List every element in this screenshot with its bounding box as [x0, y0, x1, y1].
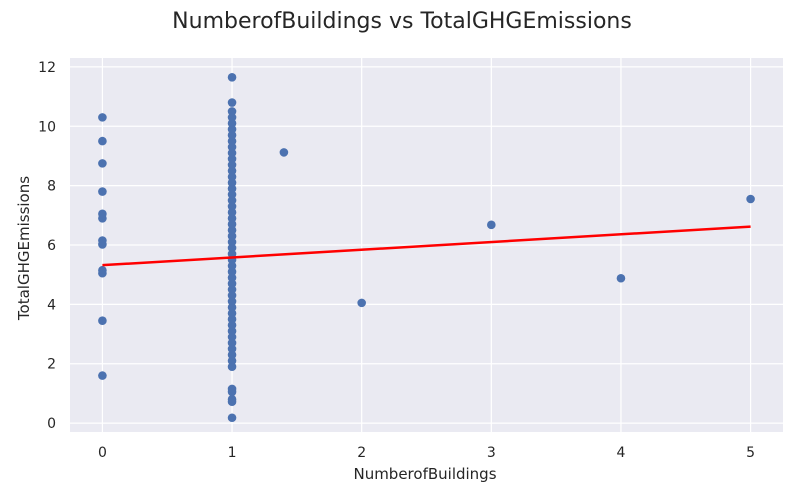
y-tick-label: 12 [38, 60, 56, 76]
data-point [227, 303, 237, 312]
data-point [227, 113, 237, 122]
data-point [487, 220, 496, 230]
data-points [98, 72, 755, 423]
data-point [98, 159, 107, 168]
data-point [227, 148, 237, 158]
data-point [227, 291, 237, 300]
y-axis-label: TotalGHGEmissions [15, 176, 33, 321]
data-point [227, 219, 237, 229]
data-point [227, 356, 237, 366]
data-point [227, 237, 237, 247]
data-point [227, 243, 237, 253]
y-tick-label: 4 [47, 297, 56, 313]
data-point [227, 285, 237, 294]
x-tick-label: 2 [357, 445, 366, 461]
data-point [227, 350, 237, 360]
chart-title: NumberofBuildings vs TotalGHGEmissions [172, 9, 632, 34]
x-tick-label: 4 [616, 445, 625, 461]
x-tick-label: 3 [487, 445, 496, 461]
x-tick-label: 0 [98, 445, 107, 461]
data-point [227, 231, 237, 241]
data-point [98, 113, 107, 122]
data-point [227, 124, 237, 134]
data-point [227, 261, 237, 271]
y-tick-label: 8 [47, 179, 56, 195]
y-tick-labels: 0 2 4 6 8 10 12 [38, 60, 56, 432]
x-tick-label: 1 [228, 445, 237, 461]
data-point [227, 308, 237, 318]
data-point [227, 332, 237, 342]
data-point [227, 98, 237, 107]
data-point [227, 119, 237, 128]
x-tick-labels: 0 1 2 3 4 5 [98, 445, 755, 461]
data-point [227, 107, 237, 116]
data-point [227, 362, 237, 371]
data-point [227, 208, 237, 217]
y-tick-label: 6 [47, 238, 56, 254]
data-point [227, 267, 237, 277]
y-tick-label: 10 [38, 119, 56, 135]
data-point [227, 225, 237, 235]
data-point [227, 338, 237, 348]
data-point [227, 413, 237, 423]
data-point [98, 213, 107, 223]
data-point [227, 297, 237, 306]
data-point [227, 166, 237, 176]
data-point [227, 344, 237, 354]
data-point [227, 160, 237, 170]
data-point [98, 268, 107, 278]
data-point [227, 314, 237, 324]
data-point [616, 273, 626, 283]
data-point [98, 371, 107, 380]
data-point [227, 196, 237, 205]
data-point [227, 72, 237, 82]
data-point [98, 187, 107, 196]
y-tick-label: 0 [47, 416, 56, 432]
data-point [227, 249, 237, 259]
data-point [357, 298, 366, 308]
data-point [227, 279, 237, 288]
data-point [279, 148, 289, 157]
data-point [98, 316, 107, 325]
data-point [227, 320, 237, 330]
data-point [227, 172, 237, 182]
data-point [98, 240, 107, 249]
data-point [227, 202, 237, 211]
data-point [227, 142, 237, 152]
x-tick-label: 5 [746, 445, 755, 461]
data-point [227, 213, 237, 223]
y-tick-label: 2 [47, 357, 56, 373]
x-axis-label: NumberofBuildings [353, 465, 496, 483]
data-point [227, 397, 237, 407]
data-point [227, 387, 237, 397]
data-point [227, 273, 237, 282]
data-point [227, 178, 237, 187]
data-point [227, 130, 237, 140]
data-point [746, 194, 755, 204]
data-point [227, 184, 237, 193]
data-point [227, 136, 237, 146]
regression-line [102, 225, 751, 267]
data-point [227, 326, 237, 336]
data-point [98, 136, 107, 146]
data-point [227, 190, 237, 199]
data-point [227, 154, 237, 164]
